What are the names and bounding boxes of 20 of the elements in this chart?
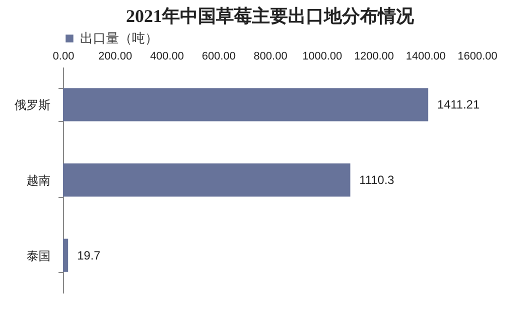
data-label: 1110.3 <box>359 173 395 187</box>
chart-title: 2021年中国草莓主要出口地分布情况 <box>126 6 415 26</box>
y-tick-label: 越南 <box>26 174 50 188</box>
data-label: 19.7 <box>77 248 101 262</box>
y-tick-label: 俄罗斯 <box>14 98 50 112</box>
x-tick-label: 200.00 <box>98 50 132 62</box>
x-tick-label: 600.00 <box>202 50 236 62</box>
x-tick-label: 1000.00 <box>302 50 342 62</box>
legend-label: 出口量（吨） <box>80 30 158 46</box>
bar <box>63 88 428 122</box>
x-tick-label: 1600.00 <box>458 50 498 62</box>
x-tick-label: 800.00 <box>254 50 288 62</box>
x-tick-label: 1200.00 <box>354 50 394 62</box>
bar <box>63 238 68 272</box>
data-label: 1411.21 <box>437 98 480 112</box>
bar <box>63 163 350 197</box>
y-tick-label: 泰国 <box>26 248 50 263</box>
x-tick-label: 1400.00 <box>406 50 446 62</box>
x-tick-label: 0.00 <box>52 50 74 62</box>
x-tick-label: 400.00 <box>150 50 184 62</box>
